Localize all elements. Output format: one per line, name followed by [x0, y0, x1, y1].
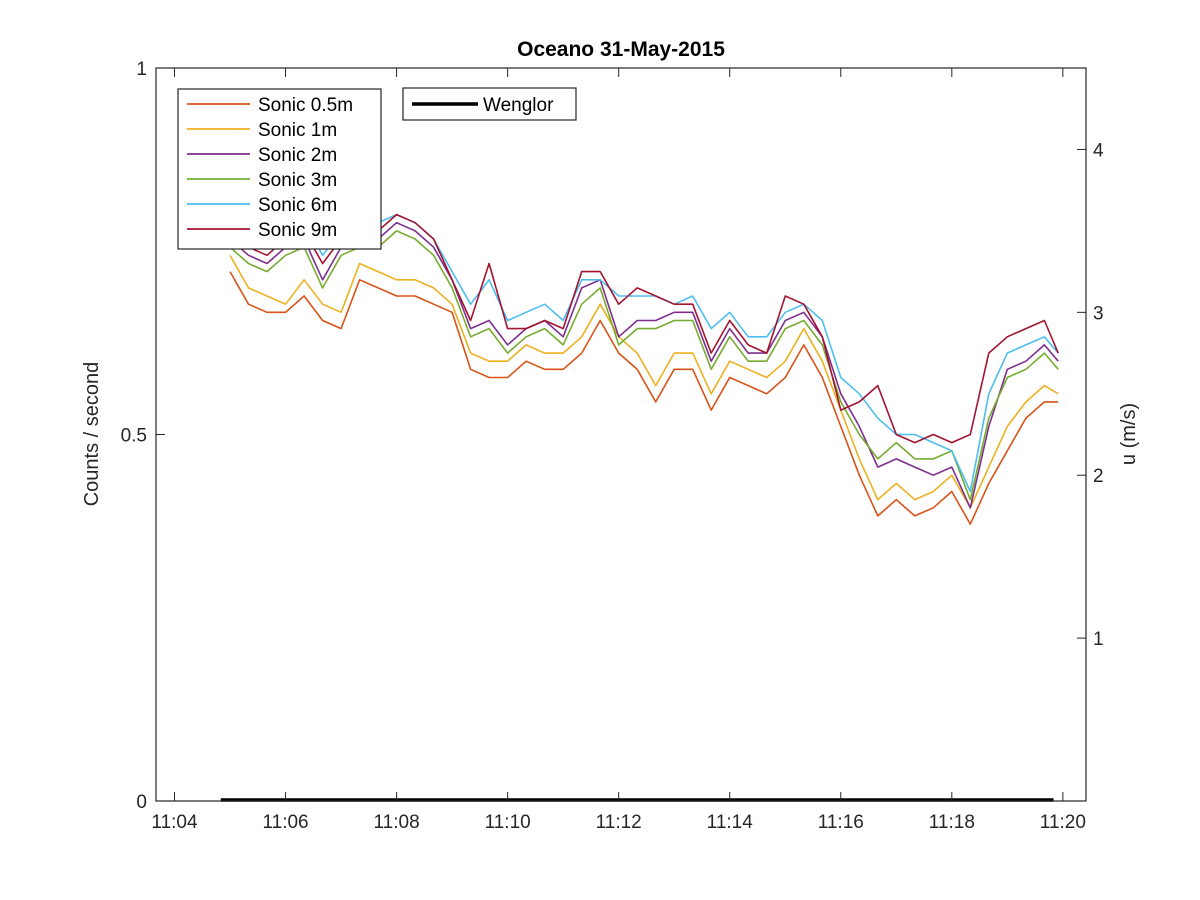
y-axis-left-label: Counts / second: [81, 362, 103, 507]
legend-label-sonic-1m: Sonic 1m: [258, 120, 337, 141]
legend-label-wenglor: Wenglor: [483, 95, 554, 116]
y-left-tick-label: 1: [136, 59, 147, 80]
x-tick-label: 11:08: [374, 812, 420, 833]
series-line-sonic-1m: [229, 254, 1059, 509]
x-tick-label: 11:18: [929, 812, 975, 833]
legend-label-sonic-0-5m: Sonic 0.5m: [258, 95, 353, 116]
y-left-tick-label: 0: [136, 792, 147, 813]
x-tick-label: 11:10: [485, 812, 531, 833]
legend-sonic: Sonic 0.5m Sonic 1m Sonic 2m Sonic 3m Sonic …: [177, 88, 382, 250]
legend-label-sonic-6m: Sonic 6m: [258, 195, 337, 216]
y-right-tick-label: 3: [1093, 303, 1104, 324]
x-tick-label: 11:16: [818, 812, 864, 833]
legend-label-sonic-2m: Sonic 2m: [258, 145, 337, 166]
legend-wenglor: Wenglor: [402, 87, 577, 121]
y-right-tick-label: 2: [1093, 466, 1104, 487]
legend-label-sonic-9m: Sonic 9m: [258, 220, 337, 241]
legend-label-sonic-3m: Sonic 3m: [258, 170, 337, 191]
y-axis-right-label: u (m/s): [1118, 403, 1140, 465]
legend-box: [177, 88, 382, 250]
y-right-tick-label: 4: [1093, 140, 1104, 161]
y-left-tick-label: 0.5: [121, 426, 147, 447]
x-tick-label: 11:04: [151, 812, 198, 833]
chart-title: Oceano 31-May-2015: [517, 38, 725, 61]
x-tick-label: 11:20: [1040, 812, 1086, 833]
axis-layer: 11:04 11:06 11:08 11:10 11:12 11:14 11:16 11:18…: [121, 59, 1104, 833]
x-tick-label: 11:14: [707, 812, 754, 833]
y-right-tick-label: 1: [1093, 629, 1104, 650]
x-tick-label: 11:12: [596, 812, 642, 833]
x-tick-label: 11:06: [262, 812, 308, 833]
series-line-sonic-0-5m: [229, 271, 1059, 525]
